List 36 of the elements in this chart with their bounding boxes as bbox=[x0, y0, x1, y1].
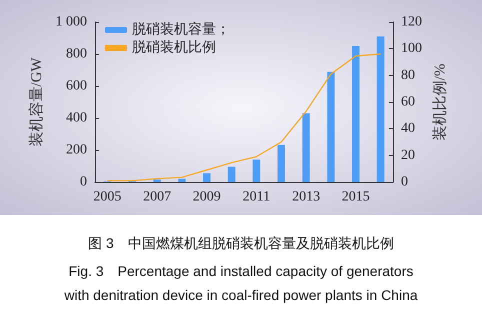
caption: Fig. 3 Percentage and installed capacity of generators bbox=[68, 263, 414, 279]
bar bbox=[228, 166, 236, 182]
x-tick-label: 2007 bbox=[143, 190, 172, 204]
x-tick-label: 2009 bbox=[192, 190, 221, 204]
y2-tick-label: 0 bbox=[401, 174, 408, 190]
y-axis-title: 装机容量/GW bbox=[28, 56, 46, 147]
y2-tick-label: 80 bbox=[401, 68, 415, 83]
bar bbox=[178, 178, 186, 182]
bar bbox=[252, 160, 260, 182]
y-tick-label: 400 bbox=[66, 110, 87, 126]
y-tick-label: 1 000 bbox=[56, 14, 87, 30]
bar bbox=[376, 36, 384, 182]
x-tick-label: 2005 bbox=[93, 190, 122, 204]
text: with denitration device in coal-fired power plants in China bbox=[63, 287, 418, 303]
bar bbox=[302, 113, 310, 182]
x-tick-label: 2013 bbox=[292, 190, 320, 204]
y2-axis-title: 装机比例/% bbox=[431, 64, 448, 140]
y2-tick-label: 60 bbox=[401, 94, 415, 110]
y2-tick-label: 20 bbox=[401, 148, 415, 163]
y-tick-label: 200 bbox=[66, 142, 87, 158]
y2-tick-label: 100 bbox=[401, 41, 422, 56]
bar bbox=[203, 173, 210, 182]
y2-tick-label: 120 bbox=[401, 14, 422, 30]
y-tick-label: 0 bbox=[80, 174, 87, 190]
bar bbox=[278, 144, 285, 182]
y-tick-label: 600 bbox=[66, 78, 87, 94]
x-tick-label: 2011 bbox=[242, 190, 270, 204]
line-series bbox=[106, 53, 382, 182]
caption: 图 3 中国燃煤机组脱硝装机容量及脱硝装机比例 bbox=[88, 235, 394, 251]
x-tick-label: 2015 bbox=[342, 190, 370, 204]
y2-tick-label: 40 bbox=[401, 121, 415, 136]
legend-label: 脱硝装机比例 bbox=[132, 40, 216, 56]
bar bbox=[352, 46, 360, 182]
bar bbox=[327, 72, 335, 182]
legend-label: 脱硝装机容量； bbox=[132, 22, 230, 38]
y-tick-label: 800 bbox=[66, 46, 87, 62]
